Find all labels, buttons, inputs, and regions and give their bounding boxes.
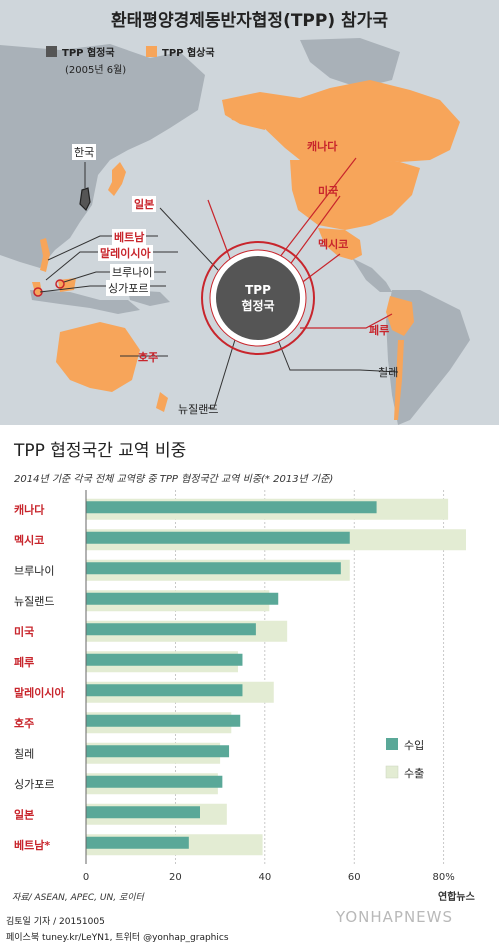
import-bar <box>86 623 256 636</box>
export-bar <box>86 620 288 642</box>
connector-chile <box>277 339 399 373</box>
legend-import-label: 수입 <box>404 739 424 752</box>
export-bar <box>86 651 238 673</box>
x-tick-label: 80% <box>433 872 455 883</box>
import-bar <box>86 592 279 605</box>
source-note: 자료/ ASEAN, APEC, UN, 로이터 <box>12 893 144 903</box>
label-japan: 일본 <box>132 196 157 212</box>
label-australia: 호주 <box>138 351 159 364</box>
label-malaysia: 말레이시아 <box>98 245 153 261</box>
label-newzealand: 뉴질랜드 <box>178 403 219 416</box>
sns-line: 페이스북 tuney.kr/LeYN1, 트위터 @yonhap_graphic… <box>6 933 229 943</box>
land-newzealand <box>156 392 168 412</box>
label-vietnam: 베트남 <box>112 229 147 245</box>
land-peru <box>386 296 414 336</box>
import-bar <box>86 562 341 575</box>
page-title: 환태평양경제동반자협정(TPP) 참가국 <box>111 11 388 31</box>
label-korea: 한국 <box>72 144 97 160</box>
legend-member-note: (2005년 6월) <box>65 65 127 76</box>
legend-negotiating-label: TPP 협상국 <box>162 48 215 59</box>
label-singapore: 싱가포르 <box>106 280 151 296</box>
import-bar <box>86 836 189 849</box>
hub-label-line1: TPP <box>245 283 271 297</box>
category-label: 캐나다 <box>14 502 45 516</box>
legend-import-swatch <box>386 738 398 750</box>
map-svg <box>0 38 470 425</box>
land-malaysia <box>32 282 42 296</box>
export-bar <box>86 681 274 703</box>
label-canada: 캐나다 <box>307 140 338 153</box>
export-bar <box>86 712 232 734</box>
import-bar <box>86 714 241 727</box>
category-label: 멕시코 <box>14 533 44 547</box>
export-bar <box>86 498 449 520</box>
legend-member-label: TPP 협정국 <box>62 48 115 59</box>
x-tick-label: 60 <box>348 872 361 883</box>
category-label: 페루 <box>14 655 34 669</box>
category-label: 일본 <box>14 807 34 821</box>
label-brunei: 브루나이 <box>110 264 155 280</box>
x-tick-label: 20 <box>169 872 182 883</box>
export-bar <box>86 834 263 856</box>
land-usa <box>290 160 420 230</box>
import-bar <box>86 653 243 666</box>
hub-label-line2: 협정국 <box>241 299 275 313</box>
export-bar <box>86 590 270 612</box>
land-mexico <box>318 228 362 260</box>
land-australia <box>56 322 140 392</box>
legend-member: TPP 협정국 <box>46 44 115 59</box>
chart-title: TPP 협정국간 교역 비중 <box>14 441 187 461</box>
export-bar <box>86 529 466 551</box>
landmass-eurasia <box>0 44 205 268</box>
export-bar <box>86 773 218 795</box>
hub-outer-ring <box>201 241 315 355</box>
category-label: 브루나이 <box>14 564 54 577</box>
import-bar <box>86 775 223 788</box>
legend-negotiating: TPP 협상국 <box>146 44 215 59</box>
landmass-greenland <box>300 38 400 88</box>
hub-circle <box>216 256 300 340</box>
landmass-indonesia <box>30 290 140 314</box>
land-korea <box>79 187 91 212</box>
credit-line: 김토일 기자 / 20151005 <box>6 917 105 927</box>
land-alaska <box>222 96 265 130</box>
export-bar <box>86 803 227 825</box>
land-canada <box>222 80 460 162</box>
land-vietnam <box>40 238 50 272</box>
brunei-marker <box>55 279 65 289</box>
category-label: 미국 <box>14 624 34 638</box>
export-bar <box>86 559 350 581</box>
chart-subtitle: 2014년 기준 각국 전체 교역량 중 TPP 협정국간 교역 비중(* 20… <box>14 474 334 485</box>
x-tick-label: 0 <box>83 872 89 883</box>
category-label: 싱가포르 <box>14 778 54 791</box>
category-label: 말레이시아 <box>14 685 65 699</box>
export-bar <box>86 742 221 764</box>
landmass-central-america <box>352 258 392 292</box>
import-bar <box>86 684 243 697</box>
yonhap-logo: 연합뉴스 <box>438 892 475 903</box>
label-usa: 미국 <box>318 185 339 198</box>
watermark: YONHAPNEWS <box>336 908 454 926</box>
import-bar <box>86 531 350 544</box>
category-label: 호주 <box>14 716 34 730</box>
import-bar <box>86 745 230 758</box>
label-peru: 페루 <box>369 324 390 337</box>
legend-export-swatch <box>385 765 399 779</box>
legend-export-label: 수출 <box>404 767 424 780</box>
land-japan <box>108 162 126 196</box>
legend-negotiating-swatch <box>146 46 157 57</box>
world-map: 환태평양경제동반자협정(TPP) 참가국 TPP 협정국 (2005년 6월) … <box>0 0 499 425</box>
land-chile <box>394 340 404 420</box>
import-bar <box>86 806 200 819</box>
import-bar <box>86 501 377 514</box>
legend-member-swatch <box>46 46 57 57</box>
x-tick-label: 40 <box>258 872 271 883</box>
category-label: 뉴질랜드 <box>14 595 54 608</box>
label-mexico: 멕시코 <box>318 238 349 251</box>
category-label: 베트남* <box>14 838 50 852</box>
category-label: 칠레 <box>14 747 34 760</box>
label-chile: 칠레 <box>378 366 399 379</box>
hub-label: TPP 협정국 <box>218 282 298 314</box>
